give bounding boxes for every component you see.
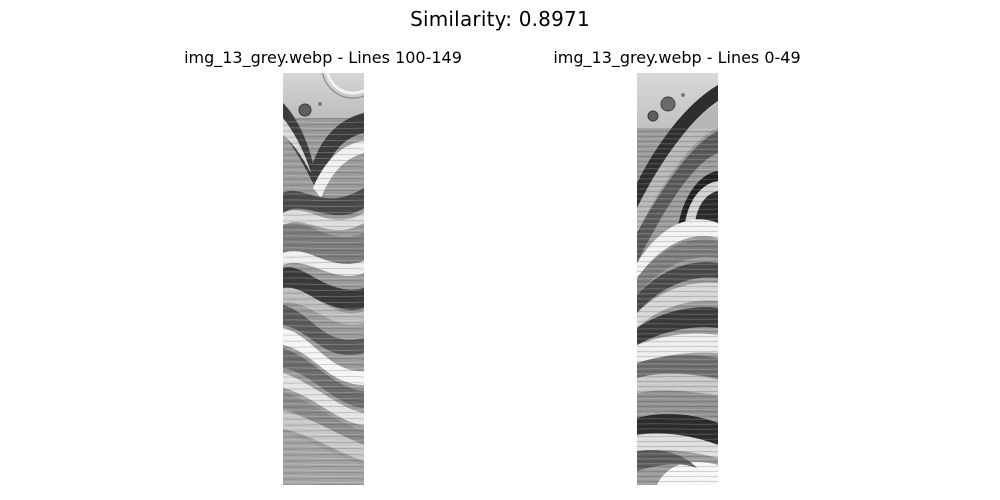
right-panel-title: img_13_grey.webp - Lines 0-49 [553,48,801,67]
right-image-strip [637,73,718,485]
left-image-strip [283,73,364,485]
left-strip-artwork [283,73,364,485]
right-strip-artwork [637,73,718,485]
left-panel-title: img_13_grey.webp - Lines 100-149 [184,48,462,67]
similarity-title: Similarity: 0.8971 [410,7,590,31]
